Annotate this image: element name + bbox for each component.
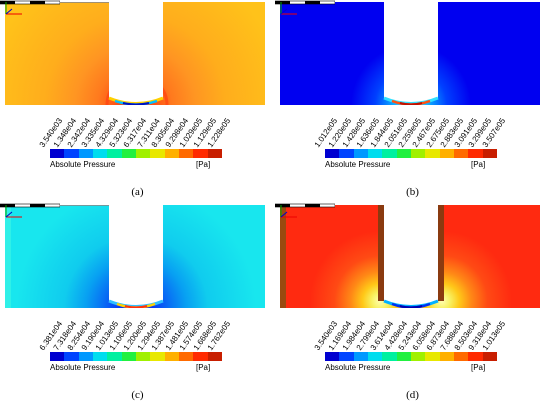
colorbar-segment [396,149,411,158]
colorbar-segment [121,352,136,361]
pressure-contour-c [5,205,265,308]
axis-triad-icon [280,205,297,218]
colorbar-segment [353,352,368,361]
contour-panel-a: 3.540e03 1.348e04 2.342e04 3.335e04 4.32… [0,0,275,203]
legend-unit: [Pa] [471,160,486,169]
axis-triad-icon [5,2,22,15]
contour-panel-d: 3.540e03 1.169e04 1.984e04 2.799e04 3.61… [275,203,550,406]
axis-triad-icon [280,2,297,15]
colorbar-segment [107,149,122,158]
colorbar-segment [439,149,454,158]
colorbar-segment [410,149,426,158]
axis-triad-icon [5,205,22,218]
scale-bar [0,0,60,5]
pressure-contour-d [280,205,540,308]
colorbar-segment [207,149,222,158]
pressure-field-b [280,2,540,105]
contour-panel-c: 6.381e04 7.318e04 8.254e04 9.190e04 1.01… [0,203,275,406]
colorbar [50,352,222,361]
colorbar [50,149,222,158]
legend-title: Absolute Pressure [50,160,116,169]
colorbar-segment [367,352,383,361]
legend-title: Absolute Pressure [325,363,391,372]
panel-caption: (a) [131,186,144,198]
colorbar-segment [453,352,469,361]
colorbar-segment [353,149,368,158]
colorbar [325,149,497,158]
colorbar-segment [339,352,354,361]
colorbar-segment [121,149,136,158]
colorbar-segment [107,352,122,361]
colorbar-segment [468,352,483,361]
colorbar-segment [482,352,497,361]
colorbar-segment [50,149,65,158]
colorbar-segment [64,149,79,158]
colorbar-segment [150,149,165,158]
legend-title: Absolute Pressure [325,160,391,169]
colorbar-segment [164,352,179,361]
colorbar-segment [339,149,354,158]
colorbar [325,352,497,361]
legend-title: Absolute Pressure [50,363,116,372]
colorbar-segment [207,352,222,361]
colorbar-segment [92,352,108,361]
colorbar-segment [178,149,194,158]
panel-caption: (c) [131,389,144,401]
colorbar-segment [92,149,108,158]
pressure-contour-b [280,2,540,105]
panel-caption: (d) [406,389,419,401]
colorbar-segment [50,352,65,361]
scale-bar [275,203,335,208]
scale-bar [275,0,335,5]
colorbar-segment [78,149,93,158]
colorbar-ticks-d: 3.540e03 1.169e04 1.984e04 2.799e04 3.61… [313,310,508,352]
colorbar-ticks-b: 1.012e05 1.220e05 1.428e05 1.636e05 1.84… [313,107,508,149]
colorbar-segment [325,149,340,158]
pressure-field-a [5,2,265,105]
colorbar-segment [164,149,179,158]
colorbar-segment [410,352,426,361]
colorbar-ticks-a: 3.540e03 1.348e04 2.342e04 3.335e04 4.32… [38,107,233,149]
colorbar-segment [135,149,151,158]
colorbar-segment [64,352,79,361]
legend-unit: [Pa] [196,363,211,372]
pressure-field-d [280,205,540,308]
colorbar-segment [396,352,411,361]
colorbar-segment [382,149,397,158]
scale-bar [0,203,60,208]
colorbar-segment [482,149,497,158]
colorbar-segment [150,352,165,361]
colorbar-segment [439,352,454,361]
colorbar-segment [468,149,483,158]
colorbar-segment [325,352,340,361]
colorbar-segment [425,149,440,158]
colorbar-segment [367,149,383,158]
pressure-contour-a [5,2,265,105]
colorbar-segment [193,149,208,158]
colorbar-ticks-c: 6.381e04 7.318e04 8.254e04 9.190e04 1.01… [38,310,233,352]
colorbar-segment [193,352,208,361]
legend-unit: [Pa] [196,160,211,169]
colorbar-segment [178,352,194,361]
pressure-field-c [5,205,265,308]
colorbar-segment [453,149,469,158]
colorbar-segment [135,352,151,361]
colorbar-segment [425,352,440,361]
panel-caption: (b) [406,186,419,198]
legend-unit: [Pa] [471,363,486,372]
colorbar-segment [78,352,93,361]
contour-panel-b: 1.012e05 1.220e05 1.428e05 1.636e05 1.84… [275,0,550,203]
colorbar-segment [382,352,397,361]
